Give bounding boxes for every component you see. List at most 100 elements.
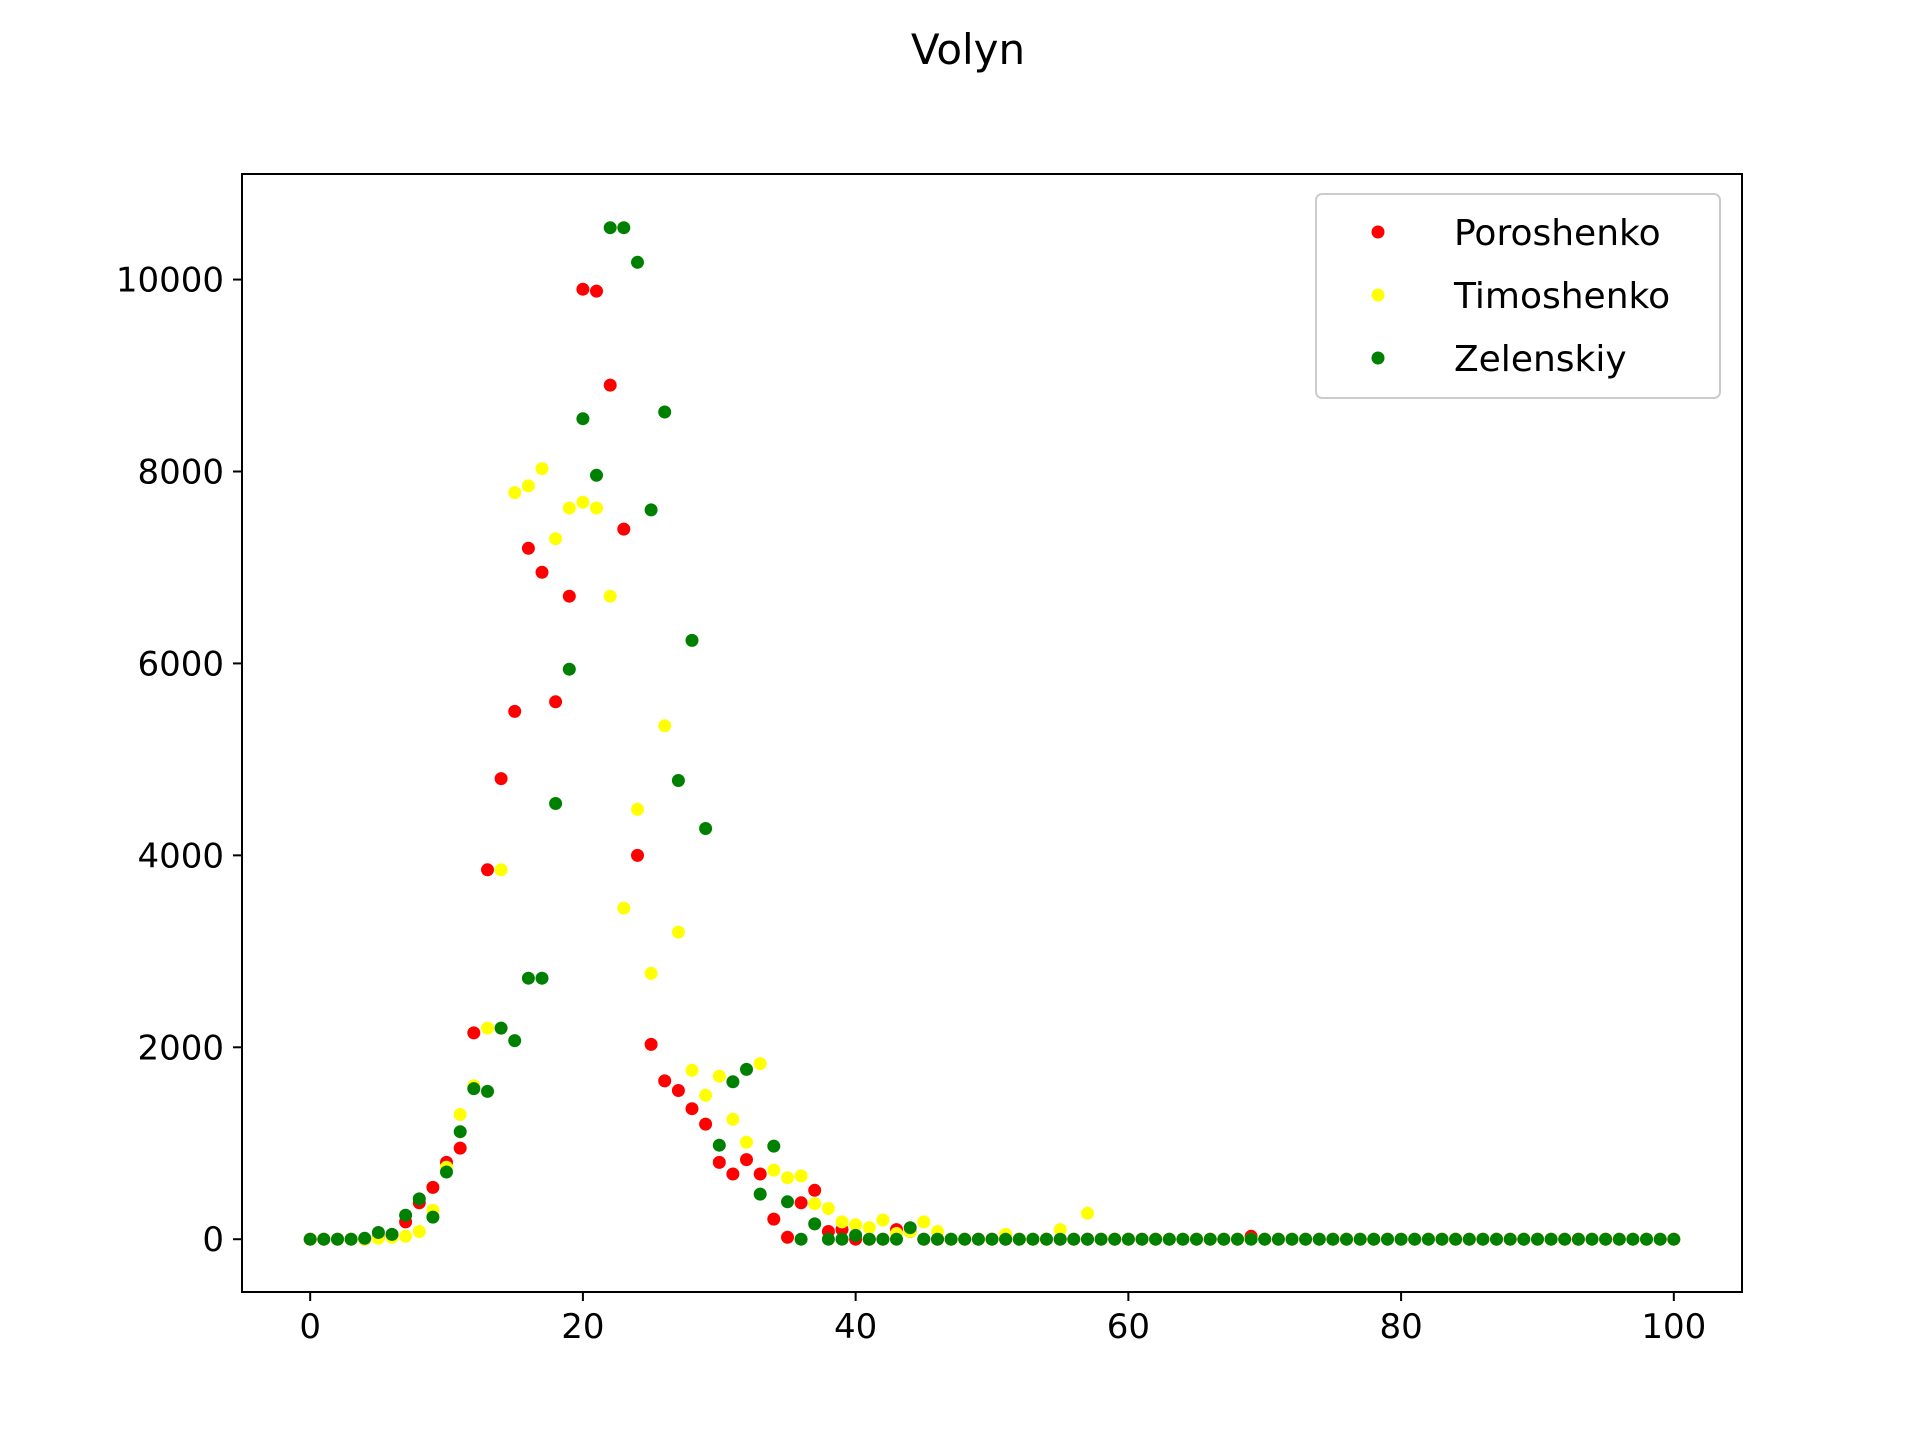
data-point xyxy=(1367,1232,1381,1246)
data-point xyxy=(821,1232,835,1246)
data-point xyxy=(794,1232,808,1246)
data-point xyxy=(794,1169,808,1183)
data-point xyxy=(399,1208,413,1222)
y-tick-label: 8000 xyxy=(137,452,224,492)
legend-marker xyxy=(1371,351,1385,365)
data-point xyxy=(508,486,522,500)
data-point xyxy=(1326,1232,1340,1246)
data-point xyxy=(521,971,535,985)
data-point xyxy=(917,1215,931,1229)
data-point xyxy=(399,1229,413,1243)
data-point xyxy=(508,704,522,718)
data-point xyxy=(862,1232,876,1246)
data-point xyxy=(1149,1232,1163,1246)
data-point xyxy=(1190,1232,1203,1246)
data-point xyxy=(1421,1232,1435,1246)
data-point xyxy=(1503,1232,1517,1246)
data-point xyxy=(671,1084,685,1097)
data-point xyxy=(590,468,603,482)
data-point xyxy=(562,501,576,515)
data-point xyxy=(985,1232,999,1246)
data-point xyxy=(344,1232,358,1246)
data-point xyxy=(1176,1232,1190,1246)
series-zelenskiy xyxy=(303,221,1681,1246)
data-point xyxy=(481,1084,494,1098)
data-point xyxy=(781,1195,794,1209)
chart-title: Volyn xyxy=(911,25,1025,74)
x-tick-label: 0 xyxy=(299,1307,321,1347)
data-point xyxy=(712,1155,726,1169)
data-point xyxy=(631,255,644,269)
data-point xyxy=(726,1167,740,1181)
data-point xyxy=(1544,1232,1558,1246)
data-point xyxy=(631,848,644,862)
data-point xyxy=(808,1183,822,1197)
data-point xyxy=(917,1232,931,1246)
data-point xyxy=(1462,1232,1476,1246)
data-point xyxy=(958,1232,972,1246)
data-point xyxy=(1667,1232,1681,1246)
data-point xyxy=(767,1212,781,1226)
data-point xyxy=(753,1187,767,1201)
data-point xyxy=(303,1232,317,1246)
data-point xyxy=(1053,1232,1067,1246)
data-point xyxy=(576,412,590,426)
data-point xyxy=(631,802,644,816)
data-point xyxy=(412,1192,426,1206)
data-point xyxy=(1381,1232,1394,1246)
data-points xyxy=(303,221,1681,1246)
legend-box xyxy=(1315,193,1721,399)
legend: Poroshenko Timoshenko Zelenskiy xyxy=(1315,193,1721,399)
data-point xyxy=(712,1069,726,1083)
data-point xyxy=(453,1108,467,1121)
data-point xyxy=(603,221,617,235)
data-point xyxy=(890,1232,903,1246)
data-point xyxy=(671,774,685,787)
data-point xyxy=(494,1021,508,1035)
data-point xyxy=(1012,1232,1026,1246)
data-point xyxy=(1394,1232,1408,1246)
data-point xyxy=(712,1138,726,1152)
data-point xyxy=(671,925,685,939)
data-point xyxy=(1053,1223,1067,1237)
data-point xyxy=(1135,1232,1149,1246)
legend-marker xyxy=(1371,288,1385,302)
data-point xyxy=(699,822,713,835)
data-point xyxy=(999,1232,1013,1246)
data-point xyxy=(1108,1232,1122,1246)
data-point xyxy=(658,405,672,419)
data-point xyxy=(562,589,576,603)
data-point xyxy=(740,1135,753,1149)
x-tick-label: 80 xyxy=(1379,1307,1422,1347)
data-point xyxy=(781,1230,794,1244)
data-point xyxy=(440,1165,453,1179)
data-point xyxy=(1585,1232,1599,1246)
data-point xyxy=(1299,1232,1313,1246)
data-point xyxy=(521,479,535,493)
data-point xyxy=(603,378,617,392)
y-tick-label: 0 xyxy=(202,1220,224,1260)
data-point xyxy=(658,1074,672,1088)
data-point xyxy=(549,797,563,810)
data-point xyxy=(603,589,617,603)
data-point xyxy=(1271,1232,1285,1246)
data-point xyxy=(549,695,563,709)
data-point xyxy=(699,1117,713,1131)
data-point xyxy=(849,1228,863,1242)
y-tick-label: 10000 xyxy=(116,261,224,301)
legend-label: Timoshenko xyxy=(1453,276,1670,317)
data-point xyxy=(835,1232,849,1246)
y-tick-label: 6000 xyxy=(137,644,224,684)
data-point xyxy=(481,1021,494,1035)
plot-frame xyxy=(241,173,1743,1293)
data-point xyxy=(767,1139,781,1153)
data-point xyxy=(535,971,549,985)
legend-marker xyxy=(1371,225,1385,239)
x-axis: 0 20 40 60 80 100 xyxy=(299,1292,1706,1347)
data-point xyxy=(1517,1232,1531,1246)
data-point xyxy=(1640,1232,1653,1246)
data-point xyxy=(699,1088,713,1102)
data-point xyxy=(412,1225,426,1238)
data-point xyxy=(576,495,590,509)
data-point xyxy=(1340,1232,1353,1246)
